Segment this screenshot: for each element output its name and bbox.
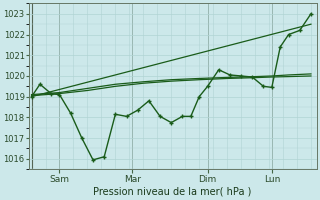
X-axis label: Pression niveau de la mer( hPa ): Pression niveau de la mer( hPa ): [93, 187, 252, 197]
